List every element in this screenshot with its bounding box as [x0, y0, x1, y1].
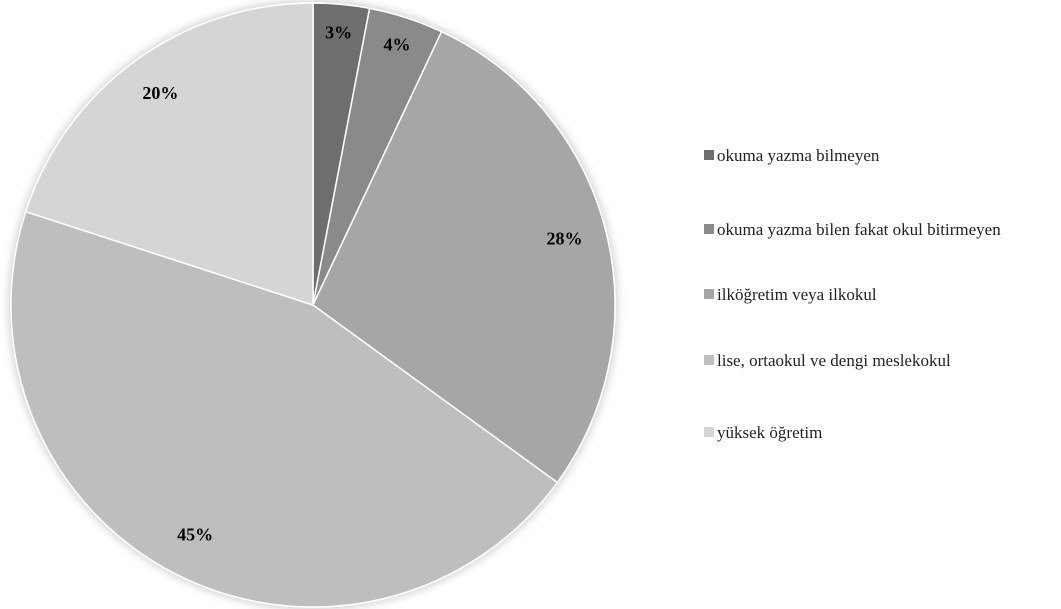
pie-slice [10, 210, 559, 608]
pie-slice [24, 2, 314, 307]
legend-swatch [704, 427, 714, 437]
legend-label: lise, ortaokul ve dengi meslekokul [717, 351, 951, 370]
legend-swatch [704, 289, 714, 299]
legend-item: lise, ortaokul ve dengi meslekokul [704, 349, 1054, 372]
legend-swatch [704, 150, 714, 160]
legend-item: yüksek öğretim [704, 421, 1054, 444]
legend-swatch [704, 224, 714, 234]
legend-item: okuma yazma bilmeyen [704, 144, 1054, 167]
pie [10, 2, 616, 608]
legend-item: ilköğretim veya ilkokul [704, 283, 1054, 306]
data-label: 28% [547, 229, 583, 249]
data-label: 4% [383, 35, 410, 55]
legend-swatch [704, 355, 714, 365]
pie-slice [312, 30, 616, 484]
legend-label: yüksek öğretim [717, 423, 823, 442]
legend-label: okuma yazma bilmeyen [717, 146, 880, 165]
legend-label: okuma yazma bilen fakat okul bitirmeyen [717, 220, 1001, 239]
data-label: 45% [177, 525, 213, 545]
data-label: 3% [325, 23, 352, 43]
chart: 3% 4% 28% 45% 20% [10, 2, 616, 608]
data-label: 20% [142, 83, 178, 103]
legend-item: okuma yazma bilen fakat okul bitirmeyen [704, 218, 1054, 241]
legend-label: ilköğretim veya ilkokul [717, 285, 877, 304]
